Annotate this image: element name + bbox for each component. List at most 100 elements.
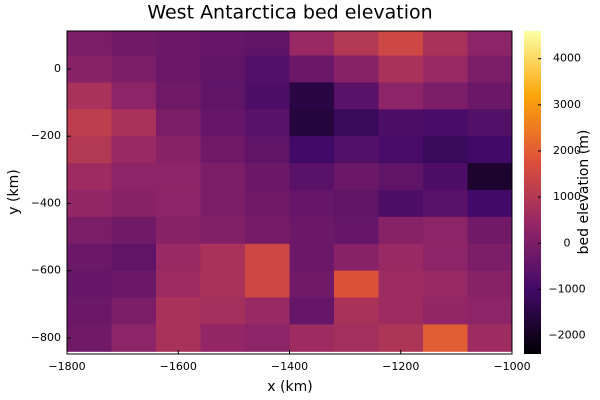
heatmap-cell — [467, 270, 512, 299]
heatmap-cell — [67, 109, 112, 137]
colorbar-tick-label: 2000 — [553, 144, 581, 157]
heatmap-cell — [423, 297, 468, 325]
heatmap-cell — [289, 163, 335, 191]
heatmap-cell — [467, 163, 512, 191]
heatmap-cell — [245, 55, 290, 83]
heatmap-cell — [111, 216, 157, 245]
heatmap-cell — [245, 31, 290, 57]
heatmap-cell — [156, 243, 201, 272]
heatmap-cell — [156, 189, 201, 218]
heatmap-cell — [111, 243, 157, 272]
heatmap-cell — [111, 189, 157, 218]
heatmap-cell — [467, 216, 512, 245]
heatmap-cell — [378, 243, 424, 272]
heatmap-cell — [289, 270, 335, 299]
colorbar-tick-label: 0 — [564, 236, 571, 249]
heatmap-cell — [156, 216, 201, 245]
heatmap-cell — [378, 163, 424, 191]
x-tick-label: −1200 — [382, 360, 419, 373]
heatmap-cell — [467, 31, 512, 57]
heatmap-cell — [245, 82, 290, 110]
x-tick-label: −1000 — [493, 360, 530, 373]
heatmap-cell — [378, 189, 424, 218]
chart-title: West Antarctica bed elevation — [147, 2, 432, 24]
y-tick-label: −400 — [31, 196, 61, 209]
heatmap-cell — [334, 270, 379, 299]
heatmap-cell — [289, 324, 335, 352]
x-tick-label: −1400 — [271, 360, 308, 373]
x-axis-label: x (km) — [267, 379, 312, 395]
heatmap-cell — [289, 136, 335, 164]
heatmap-cell — [156, 55, 201, 83]
heatmap-cell — [467, 109, 512, 137]
heatmap-cell — [67, 136, 112, 164]
heatmap-cell — [245, 163, 290, 191]
colorbar-tick-label: 4000 — [553, 52, 581, 65]
heatmap-cell — [67, 324, 112, 352]
heatmap-cell — [200, 82, 246, 110]
heatmap-cell — [111, 55, 157, 83]
heatmap-cell — [334, 163, 379, 191]
heatmap-cell — [423, 189, 468, 218]
heatmap-cell — [334, 82, 379, 110]
heatmap-cell — [156, 31, 201, 57]
heatmap-cell — [67, 55, 112, 83]
heatmap-cell — [289, 189, 335, 218]
heatmap-cell — [200, 163, 246, 191]
heatmap-cell — [200, 189, 246, 218]
heatmap-cell — [245, 189, 290, 218]
heatmap-cell — [334, 216, 379, 245]
heatmap-cell — [378, 109, 424, 137]
heatmap-cell — [200, 216, 246, 245]
heatmap-cell — [245, 270, 290, 299]
heatmap-cell — [200, 324, 246, 352]
heatmap-cell — [67, 270, 112, 299]
heatmap-cell — [156, 82, 201, 110]
heatmap-cell — [111, 31, 157, 57]
heatmap-cell — [467, 243, 512, 272]
heatmap-cell — [423, 82, 468, 110]
heatmap-cell — [111, 324, 157, 352]
heatmap-cell — [289, 297, 335, 325]
heatmap-cell — [378, 297, 424, 325]
heatmap-cell — [467, 189, 512, 218]
heatmap-cell — [156, 324, 201, 352]
heatmap-cell — [67, 163, 112, 191]
heatmap-cell — [289, 216, 335, 245]
colorbar-tick-label: 3000 — [553, 98, 581, 111]
heatmap-cell — [200, 109, 246, 137]
heatmap-cell — [334, 297, 379, 325]
heatmap-cell — [67, 216, 112, 245]
heatmap-cell — [67, 82, 112, 110]
heatmap-cell — [67, 31, 112, 57]
heatmap — [67, 31, 512, 352]
heatmap-cell — [467, 324, 512, 352]
heatmap-cell — [289, 31, 335, 57]
heatmap-cell — [467, 297, 512, 325]
heatmap-cell — [156, 163, 201, 191]
heatmap-cell — [423, 136, 468, 164]
colorbar-tick-label: 1000 — [553, 190, 581, 203]
heatmap-cell — [111, 163, 157, 191]
heatmap-cell — [156, 136, 201, 164]
heatmap-cell — [289, 109, 335, 137]
heatmap-cell — [334, 189, 379, 218]
colorbar-label: bed elevation (m) — [576, 130, 592, 255]
heatmap-cell — [200, 297, 246, 325]
heatmap-cell — [334, 55, 379, 83]
heatmap-cell — [200, 270, 246, 299]
y-tick-label: −600 — [31, 264, 61, 277]
x-tick-label: −1800 — [48, 360, 85, 373]
heatmap-cell — [423, 55, 468, 83]
x-tick-label: −1600 — [160, 360, 197, 373]
colorbar-tick-label: −1000 — [548, 282, 585, 295]
y-axis-label: y (km) — [6, 169, 22, 214]
heatmap-cell — [467, 136, 512, 164]
heatmap-cell — [423, 243, 468, 272]
heatmap-cell — [156, 270, 201, 299]
heatmap-cell — [156, 109, 201, 137]
heatmap-cell — [67, 243, 112, 272]
heatmap-cell — [423, 163, 468, 191]
heatmap-cell — [334, 324, 379, 352]
